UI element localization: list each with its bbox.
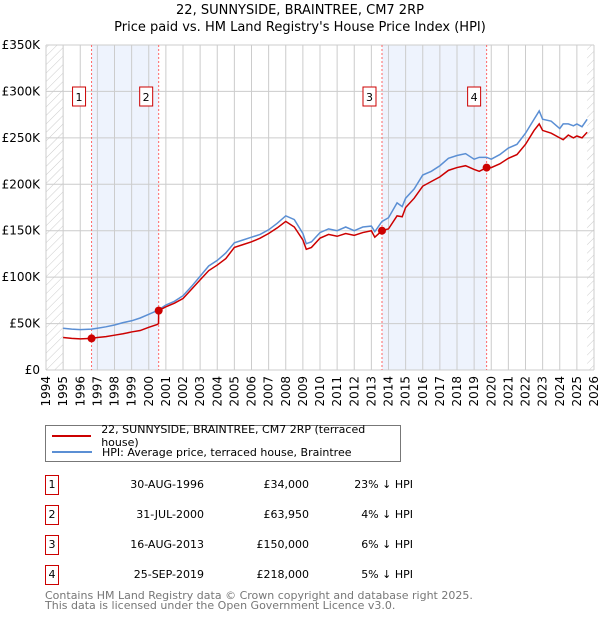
sale-price: £150,000 [256, 538, 310, 551]
y-tick-label: £50K [9, 317, 41, 331]
sale-label: 3 [366, 91, 373, 104]
hatch-left [46, 45, 64, 370]
sale-label: 1 [76, 91, 83, 104]
x-tick-label: 2008 [279, 376, 293, 407]
x-tick-label: 2014 [382, 376, 396, 407]
sale-hpi-diff: 4% ↓ HPI [361, 508, 413, 521]
x-tick-label: 1999 [125, 376, 139, 407]
sale-row: 3 16-AUG-2013 £150,000 6% ↓ HPI [45, 535, 595, 557]
x-tick-label: 2011 [330, 376, 344, 407]
legend-blue-line [52, 451, 92, 453]
x-tick-label: 2026 [587, 376, 600, 407]
sale-date: 30-AUG-1996 [130, 478, 204, 491]
x-tick-label: 2022 [519, 376, 533, 407]
sale-point [482, 163, 491, 172]
x-tick-label: 2023 [536, 376, 550, 407]
x-tick-label: 2017 [433, 376, 447, 407]
x-tick-label: 2015 [399, 376, 413, 407]
sale-label: 2 [143, 91, 150, 104]
sale-price: £218,000 [256, 568, 310, 581]
hatch-right [587, 45, 594, 370]
x-tick-label: 2007 [262, 376, 276, 407]
sale-hpi-diff: 23% ↓ HPI [354, 478, 413, 491]
x-tick-label: 2018 [450, 376, 464, 407]
sale-point [377, 226, 386, 235]
sale-label-box [139, 86, 154, 107]
y-tick-label: £350K [2, 38, 42, 52]
sale-label-box [467, 86, 482, 107]
sale-row: 2 31-JUL-2000 £63,950 4% ↓ HPI [45, 505, 595, 527]
x-tick-label: 1997 [90, 376, 104, 407]
x-tick-label: 2006 [245, 376, 259, 407]
sale-date: 31-JUL-2000 [136, 508, 204, 521]
x-tick-label: 2019 [467, 376, 481, 407]
x-tick-label: 2021 [501, 376, 515, 407]
footer-copyright: Contains HM Land Registry data © Crown c… [45, 589, 473, 602]
x-tick-label: 1998 [108, 376, 122, 407]
sale-hpi-diff: 6% ↓ HPI [361, 538, 413, 551]
x-tick-label: 2016 [416, 376, 430, 407]
legend-red-line [52, 435, 92, 437]
chart-title: 22, SUNNYSIDE, BRAINTREE, CM7 2RP [176, 3, 424, 18]
sale-point [154, 306, 163, 315]
x-tick-label: 2004 [210, 376, 224, 407]
legend: 22, SUNNYSIDE, BRAINTREE, CM7 2RP (terra… [45, 423, 401, 462]
legend-property: 22, SUNNYSIDE, BRAINTREE, CM7 2RP (terra… [101, 423, 366, 449]
footer-licence: This data is licensed under the Open Gov… [45, 599, 396, 612]
sale-date: 16-AUG-2013 [130, 538, 204, 551]
sale-number: 3 [45, 535, 59, 555]
y-tick-label: £0 [25, 363, 40, 377]
y-tick-label: £300K [2, 84, 42, 98]
x-tick-label: 2000 [142, 376, 156, 407]
y-tick-label: £200K [2, 177, 42, 191]
sale-point [87, 334, 96, 343]
x-tick-label: 2001 [159, 376, 173, 407]
x-tick-label: 2002 [176, 376, 190, 407]
x-tick-label: 1996 [73, 376, 87, 407]
sale-label: 4 [471, 91, 478, 104]
x-tick-label: 2012 [347, 376, 361, 407]
hpi-line [63, 109, 588, 331]
chart-subtitle: Price paid vs. HM Land Registry's House … [114, 20, 486, 35]
y-tick-label: £250K [2, 131, 42, 145]
y-tick-label: £150K [2, 224, 42, 238]
x-tick-label: 2003 [193, 376, 207, 407]
sale-row: 4 25-SEP-2019 £218,000 5% ↓ HPI [45, 565, 595, 587]
sale-price: £34,000 [263, 478, 310, 491]
sale-number: 1 [45, 475, 59, 495]
price-chart: 1994 1995 1996 1997 1998 1999 2000 2001 2002 2003… [2, 38, 600, 407]
x-tick-label: 2020 [484, 376, 498, 407]
sale-number: 4 [45, 565, 59, 585]
sale-price: £63,950 [263, 508, 310, 521]
sale-hpi-diff: 5% ↓ HPI [361, 568, 413, 581]
x-tick-label: 2024 [553, 376, 567, 407]
x-tick-label: 2013 [364, 376, 378, 407]
y-tick-label: £100K [2, 270, 42, 284]
sale-label-box [72, 86, 87, 107]
sale-label-box [362, 86, 377, 107]
sale-row: 1 30-AUG-1996 £34,000 23% ↓ HPI [45, 475, 595, 497]
x-tick-label: 2005 [227, 376, 241, 407]
sale-number: 2 [45, 505, 59, 525]
x-tick-label: 2010 [313, 376, 327, 407]
x-tick-label: 2025 [570, 376, 584, 407]
x-tick-label: 1994 [39, 376, 53, 407]
x-tick-label: 1995 [56, 376, 70, 407]
legend-hpi: HPI: Average price, terraced house, Brai… [102, 445, 352, 459]
sale-date: 25-SEP-2019 [133, 568, 204, 581]
price-paid-line [63, 122, 588, 340]
x-tick-label: 2009 [296, 376, 310, 407]
